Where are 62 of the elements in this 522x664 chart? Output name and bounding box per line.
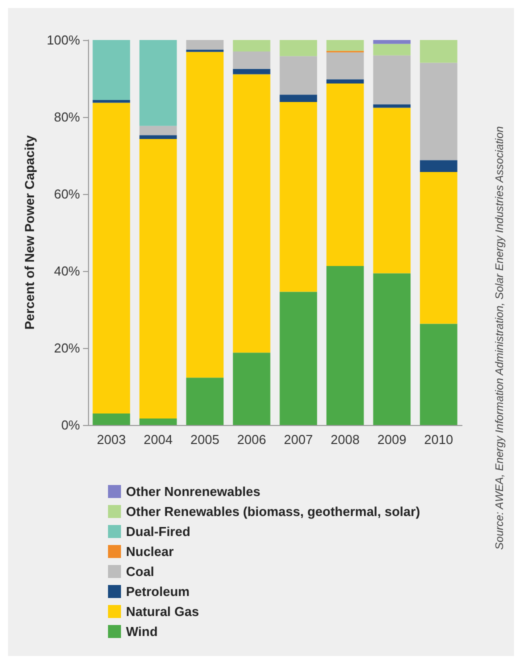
bar [326, 266, 364, 425]
legend-label: Dual-Fired [126, 524, 190, 539]
bar [373, 55, 411, 104]
bar [92, 413, 130, 425]
y-tick-label: 0% [61, 418, 80, 432]
bar [232, 40, 270, 52]
x-tick-label: 2006 [237, 432, 266, 447]
bar [186, 378, 224, 425]
bar [139, 135, 177, 139]
bar [420, 62, 458, 160]
y-tick-label: 80% [54, 110, 80, 124]
bar [373, 108, 411, 274]
bar [139, 418, 177, 425]
bar [420, 324, 458, 425]
bar [326, 40, 364, 51]
legend-label: Wind [126, 624, 158, 639]
x-tick-label: 2008 [330, 432, 360, 447]
source-note: Source: AWEA, Energy Information Administration, Solar Energy Industries Association [494, 126, 506, 550]
bar [232, 352, 270, 425]
bar [280, 94, 318, 102]
bar [420, 160, 458, 172]
bar [186, 40, 224, 50]
y-tick-label: 60% [54, 186, 80, 202]
bar [420, 40, 458, 63]
bar [280, 56, 318, 95]
x-tick-label: 2004 [144, 432, 173, 447]
legend-label: Nuclear [126, 544, 174, 559]
x-tick-label: 2009 [377, 432, 406, 447]
bar [326, 84, 364, 266]
bar [92, 100, 130, 103]
bar [92, 102, 130, 414]
bar [280, 40, 318, 56]
bar [139, 138, 177, 418]
bar [373, 104, 411, 108]
bar [232, 68, 270, 74]
x-tick-label: 2007 [284, 432, 313, 447]
y-tick-label: 100% [46, 32, 80, 48]
bar [232, 74, 270, 353]
legend-label: Coal [126, 564, 154, 579]
legend-label: Other Nonrenewables [126, 484, 260, 499]
bar [420, 172, 458, 324]
bar [139, 126, 177, 136]
bar [232, 52, 270, 69]
x-tick-label: 2003 [96, 432, 126, 447]
bar [280, 292, 318, 425]
bar [92, 40, 130, 100]
bar [373, 44, 411, 56]
legend-label: Other Renewables (biomass, geothermal, solar) [126, 504, 420, 519]
x-tick-label: 2010 [424, 432, 454, 447]
y-tick-label: 20% [54, 340, 80, 356]
y-axis-title: Percent of New Power Capacity [22, 134, 37, 330]
bar [280, 102, 318, 292]
bar [373, 273, 411, 425]
legend-label: Petroleum [126, 584, 190, 599]
bar [139, 40, 177, 126]
y-tick-label: 40% [54, 264, 80, 278]
legend-label: Natural Gas [126, 604, 199, 619]
bar [186, 52, 224, 378]
bar [373, 40, 411, 44]
bar [326, 52, 364, 80]
x-tick-label: 2005 [190, 432, 220, 447]
bar [326, 79, 364, 84]
